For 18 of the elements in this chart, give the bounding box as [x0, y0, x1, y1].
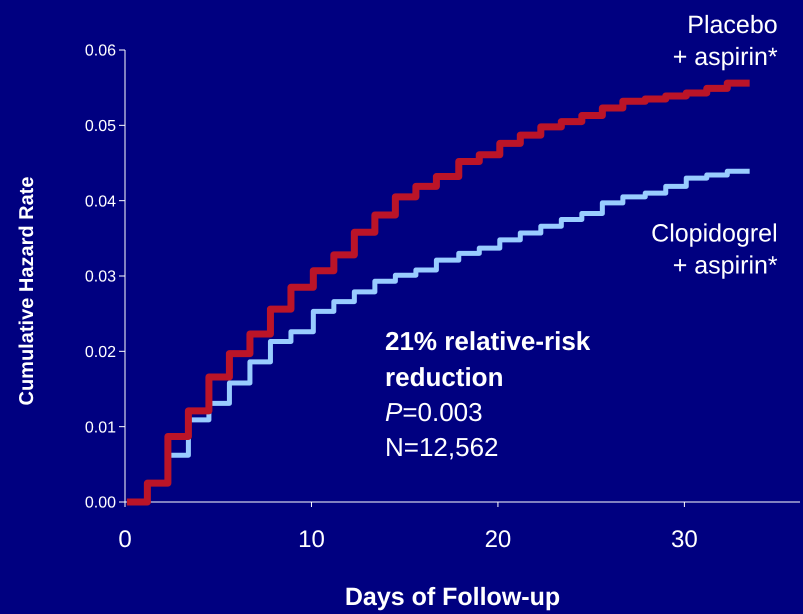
x-tick-label: 10 — [298, 526, 325, 553]
x-axis-title: Days of Follow-up — [344, 583, 560, 611]
annotation: 21% relative-risk reduction — [385, 326, 591, 392]
y-tick-label: 0.05 — [84, 118, 116, 135]
series-label: Placebo + aspirin* — [672, 11, 778, 72]
y-tick-label: 0.06 — [84, 42, 116, 60]
annotation: P=0.003 — [385, 397, 483, 427]
y-tick-label: 0.04 — [84, 193, 116, 210]
y-axis-title: Cumulative Hazard Rate — [16, 176, 38, 406]
annotation: N=12,562 — [385, 432, 498, 462]
x-tick-label: 0 — [118, 526, 132, 553]
x-tick-label: 30 — [671, 526, 698, 553]
y-tick-label: 0.00 — [84, 494, 116, 512]
y-tick-label: 0.03 — [84, 268, 116, 286]
series-label: Clopidogrel + aspirin* — [651, 219, 778, 280]
y-tick-label: 0.01 — [84, 419, 116, 436]
x-tick-label: 20 — [484, 526, 512, 553]
y-tick-label: 0.02 — [84, 344, 116, 361]
